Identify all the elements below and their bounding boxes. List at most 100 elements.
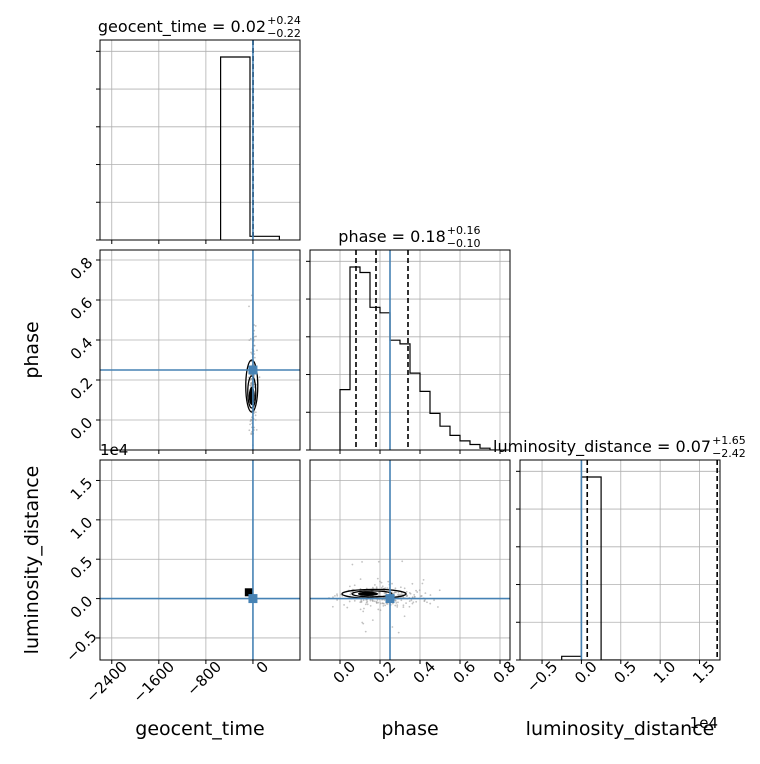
histogram-step-phase — [339, 266, 500, 450]
scatter-luminosity_distance-vs-phase — [310, 460, 510, 660]
scatter-point — [421, 582, 424, 585]
scatter-point — [411, 582, 414, 585]
scatter-luminosity_distance-vs-geocent_time — [100, 460, 300, 660]
scatter-point — [336, 594, 339, 597]
title-name: geocent_time = 0.02 — [98, 17, 266, 37]
title-median: 0.07 — [675, 437, 711, 456]
scatter-point — [373, 583, 376, 586]
scatter-point — [410, 599, 413, 602]
scatter-point — [253, 335, 256, 338]
scatter-point — [416, 591, 419, 593]
scatter-point — [422, 578, 425, 581]
x-axis-label-phase: phase — [381, 718, 438, 740]
scatter-point — [360, 599, 363, 602]
scatter-phase-vs-geocent_time — [100, 250, 300, 450]
scatter-point — [371, 619, 374, 622]
histogram-step-luminosity_distance — [561, 476, 621, 660]
title-name: luminosity_distance = 0.07 — [493, 437, 711, 457]
density-core — [244, 588, 253, 597]
scatter-point — [250, 418, 253, 421]
title-lower-error: −2.42 — [712, 447, 746, 460]
scatter-point — [438, 589, 441, 592]
scatter-point — [402, 606, 405, 608]
panel-title-luminosity_distance: luminosity_distance = 0.07 +1.65−2.42 — [493, 434, 746, 460]
x-tick-label: 0.0 — [330, 658, 360, 688]
scatter-point — [400, 599, 403, 602]
scatter-point — [248, 305, 250, 308]
scatter-point — [411, 602, 414, 605]
histogram-frame-geocent_time — [99, 39, 301, 241]
scatter-point — [408, 605, 411, 608]
y-tick-label: 0.0 — [67, 414, 97, 444]
y-tick-label: 0.0 — [67, 592, 97, 622]
scatter-point — [250, 351, 253, 354]
title-param-name: phase — [338, 227, 386, 246]
x-tick-label: −0.5 — [523, 658, 561, 696]
scatter-point — [353, 599, 356, 602]
scatter-point — [405, 590, 408, 593]
scatter-point — [403, 587, 406, 590]
title-param-name: luminosity_distance — [493, 437, 652, 457]
scatter-point — [399, 586, 402, 589]
scatter-point — [423, 600, 426, 603]
scatter-point — [336, 599, 339, 601]
scatter-point — [380, 581, 383, 584]
histogram-geocent_time — [220, 40, 280, 240]
scatter-point — [418, 589, 421, 592]
scatter-point — [377, 601, 380, 604]
offset-text-x: 1e4 — [690, 714, 718, 732]
scatter-point — [359, 608, 362, 611]
scatter-point — [395, 602, 398, 604]
scatter-point — [364, 630, 367, 633]
scatter-point — [396, 606, 399, 608]
scatter-point — [334, 594, 336, 597]
title-lower-error: −0.22 — [267, 27, 301, 40]
title-name: phase = 0.18 — [338, 227, 445, 246]
scatter-frame-luminosity_distance-vs-phase — [309, 459, 511, 661]
histogram-frame-luminosity_distance — [519, 459, 721, 661]
panel-title-geocent_time: geocent_time = 0.02 +0.24−0.22 — [98, 14, 301, 40]
scatter-point — [397, 631, 400, 634]
scatter-point — [247, 376, 250, 379]
title-equals: = — [387, 227, 411, 246]
scatter-point — [426, 601, 428, 604]
scatter-point — [348, 600, 351, 603]
scatter-point — [249, 337, 252, 340]
injection-marker — [248, 594, 258, 604]
scatter-point — [394, 600, 397, 602]
scatter-point — [363, 607, 365, 610]
title-param-name: geocent_time — [98, 17, 207, 37]
scatter-point — [409, 592, 412, 595]
scatter-point — [413, 595, 416, 598]
title-median: 0.18 — [410, 227, 446, 246]
scatter-point — [391, 602, 394, 605]
histogram-frame-phase — [309, 249, 511, 451]
scatter-point — [250, 433, 253, 436]
title-equals: = — [652, 437, 676, 456]
scatter-point — [399, 593, 402, 596]
injection-marker — [385, 594, 395, 604]
contour-outer — [245, 359, 259, 413]
scatter-point — [415, 589, 417, 592]
scatter-point — [397, 594, 400, 596]
scatter-point — [361, 621, 364, 624]
panel-title-phase: phase = 0.18 +0.16−0.10 — [338, 224, 480, 250]
contour-mid — [351, 590, 393, 598]
scatter-point — [378, 594, 381, 597]
scatter-point — [253, 356, 256, 359]
scatter-point — [250, 378, 253, 380]
injection-marker — [248, 365, 258, 375]
scatter-point — [433, 599, 435, 602]
scatter-point — [384, 604, 387, 607]
scatter-point — [361, 561, 363, 563]
y-tick-label: 0.2 — [67, 374, 97, 404]
scatter-point — [369, 599, 372, 602]
scatter-point — [406, 594, 409, 597]
title-median: 0.02 — [230, 17, 266, 36]
y-axis-label-phase: phase — [21, 321, 43, 378]
scatter-point — [412, 601, 415, 604]
x-tick-label: 0.0 — [571, 658, 601, 688]
x-tick-label: −1600 — [129, 658, 178, 707]
scatter-point — [381, 585, 384, 588]
scatter-point — [364, 603, 367, 606]
